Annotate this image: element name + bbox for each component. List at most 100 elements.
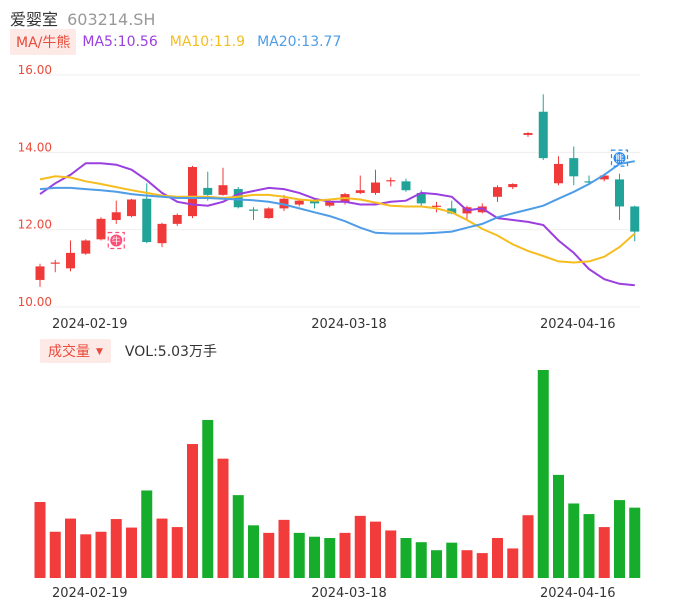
volume-bar: [171, 527, 183, 578]
candle-body: [294, 200, 304, 205]
candle-body: [325, 201, 335, 206]
dropdown-arrow-icon: ▼: [96, 347, 103, 357]
candle-body: [66, 252, 75, 269]
volume-bar: [461, 550, 473, 578]
volume-bar: [232, 495, 244, 578]
candle-body: [172, 214, 182, 224]
volume-bar: [263, 532, 275, 578]
volume-bar: [553, 474, 564, 578]
volume-bar: [476, 553, 488, 578]
ma5-line: [39, 162, 635, 287]
candle-body: [157, 223, 167, 244]
candle-body: [310, 200, 319, 204]
volume-bar: [187, 444, 198, 578]
candle-body: [111, 212, 121, 220]
stock-code: 603214.SH: [67, 10, 156, 29]
marker-label: 熊: [615, 153, 624, 165]
volume-bar: [583, 514, 595, 578]
candle-body: [599, 175, 609, 180]
candle-body: [96, 218, 106, 240]
x-tick-label: 2024-03-18: [311, 317, 387, 332]
volume-bar: [309, 536, 320, 578]
volume-bar: [431, 550, 442, 578]
ma20-legend: MA20:13.77: [257, 34, 342, 50]
volume-bar: [568, 503, 580, 578]
candle-body: [432, 205, 441, 207]
y-tick-label: 10.00: [18, 295, 52, 309]
candle-body: [386, 180, 396, 182]
marker-frame: [610, 149, 629, 167]
volume-indicator-selector[interactable]: 成交量 ▼: [40, 339, 111, 363]
ma20-line: [39, 160, 635, 235]
volume-legend: 成交量 ▼ VOL:5.03万手: [40, 339, 217, 363]
volume-bar: [156, 518, 168, 578]
volume-bar: [126, 527, 137, 578]
ma-legend: MA/牛熊 MA5:10.56 MA10:11.9 MA20:13.77: [10, 29, 353, 55]
candle-body: [264, 208, 274, 219]
volume-bar: [110, 519, 122, 578]
volume-bar: [614, 500, 625, 578]
candle-body: [142, 198, 152, 243]
x-tick-label: 2024-04-16: [540, 317, 616, 332]
x-tick-label: 2024-03-18: [311, 586, 387, 601]
candle-body: [493, 187, 502, 197]
candle-body: [523, 133, 533, 135]
volume-value: VOL:5.03万手: [124, 344, 217, 360]
candle-body: [569, 158, 579, 177]
volume-bar: [537, 370, 549, 578]
volume-bar: [446, 542, 458, 578]
volume-bar: [49, 531, 61, 578]
candle-body: [447, 208, 457, 214]
volume-bar: [400, 538, 412, 578]
volume-bar: [522, 515, 534, 578]
marker-frame: [107, 231, 125, 250]
volume-bar: [324, 538, 336, 578]
y-tick-label: 16.00: [18, 63, 52, 77]
volume-bar: [278, 519, 290, 578]
volume-bar: [385, 530, 397, 578]
volume-bar: [598, 527, 610, 578]
candle-body: [249, 209, 258, 211]
volume-bar: [34, 502, 46, 578]
candle-body: [554, 163, 563, 184]
volume-bar: [248, 525, 259, 578]
volume-bar: [507, 548, 519, 578]
candle-body: [615, 179, 624, 207]
candle-body: [233, 189, 243, 208]
volume-bar: [293, 532, 305, 578]
marker-dot: [613, 152, 626, 165]
volume-bar: [415, 542, 427, 578]
volume-bar: [339, 532, 351, 578]
candle-body: [401, 181, 411, 191]
volume-bar: [202, 419, 214, 578]
volume-indicator-label: 成交量: [48, 344, 90, 360]
x-tick-label: 2024-02-19: [52, 317, 128, 332]
candle-body: [538, 111, 548, 159]
candle-body: [203, 187, 213, 195]
candle-body: [508, 184, 518, 188]
candle-body: [355, 190, 365, 193]
bull-signal-marker: 牛: [107, 231, 125, 250]
ma-indicator-selector[interactable]: MA/牛熊: [10, 29, 77, 55]
x-tick-label: 2024-02-19: [52, 586, 128, 601]
y-tick-label: 12.00: [18, 218, 52, 232]
volume-bar: [492, 538, 503, 578]
marker-dot: [110, 234, 123, 247]
ma10-line: [39, 175, 636, 264]
candle-body: [188, 167, 197, 217]
candle-body: [218, 185, 228, 195]
y-tick-label: 14.00: [18, 140, 52, 154]
bear-signal-marker: 熊: [610, 149, 629, 167]
candle-body: [50, 262, 60, 264]
volume-bar: [217, 458, 229, 578]
x-tick-label: 2024-04-16: [540, 586, 616, 601]
volume-bar: [95, 531, 107, 578]
candle-body: [35, 266, 45, 280]
stock-name: 爱婴室: [10, 10, 59, 29]
volume-bar: [65, 518, 76, 578]
ma5-legend: MA5:10.56: [82, 34, 158, 50]
volume-bar: [354, 515, 366, 578]
candle-body: [584, 181, 594, 183]
candle-body: [416, 192, 426, 204]
